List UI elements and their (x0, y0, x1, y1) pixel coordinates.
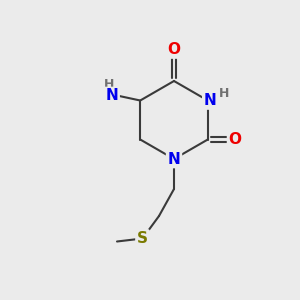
Text: S: S (137, 231, 148, 246)
Text: O: O (167, 42, 181, 57)
Text: N: N (168, 152, 180, 166)
Text: H: H (219, 87, 230, 101)
Text: H: H (104, 78, 115, 91)
Text: N: N (204, 93, 217, 108)
Text: O: O (229, 132, 242, 147)
Text: N: N (105, 88, 118, 104)
